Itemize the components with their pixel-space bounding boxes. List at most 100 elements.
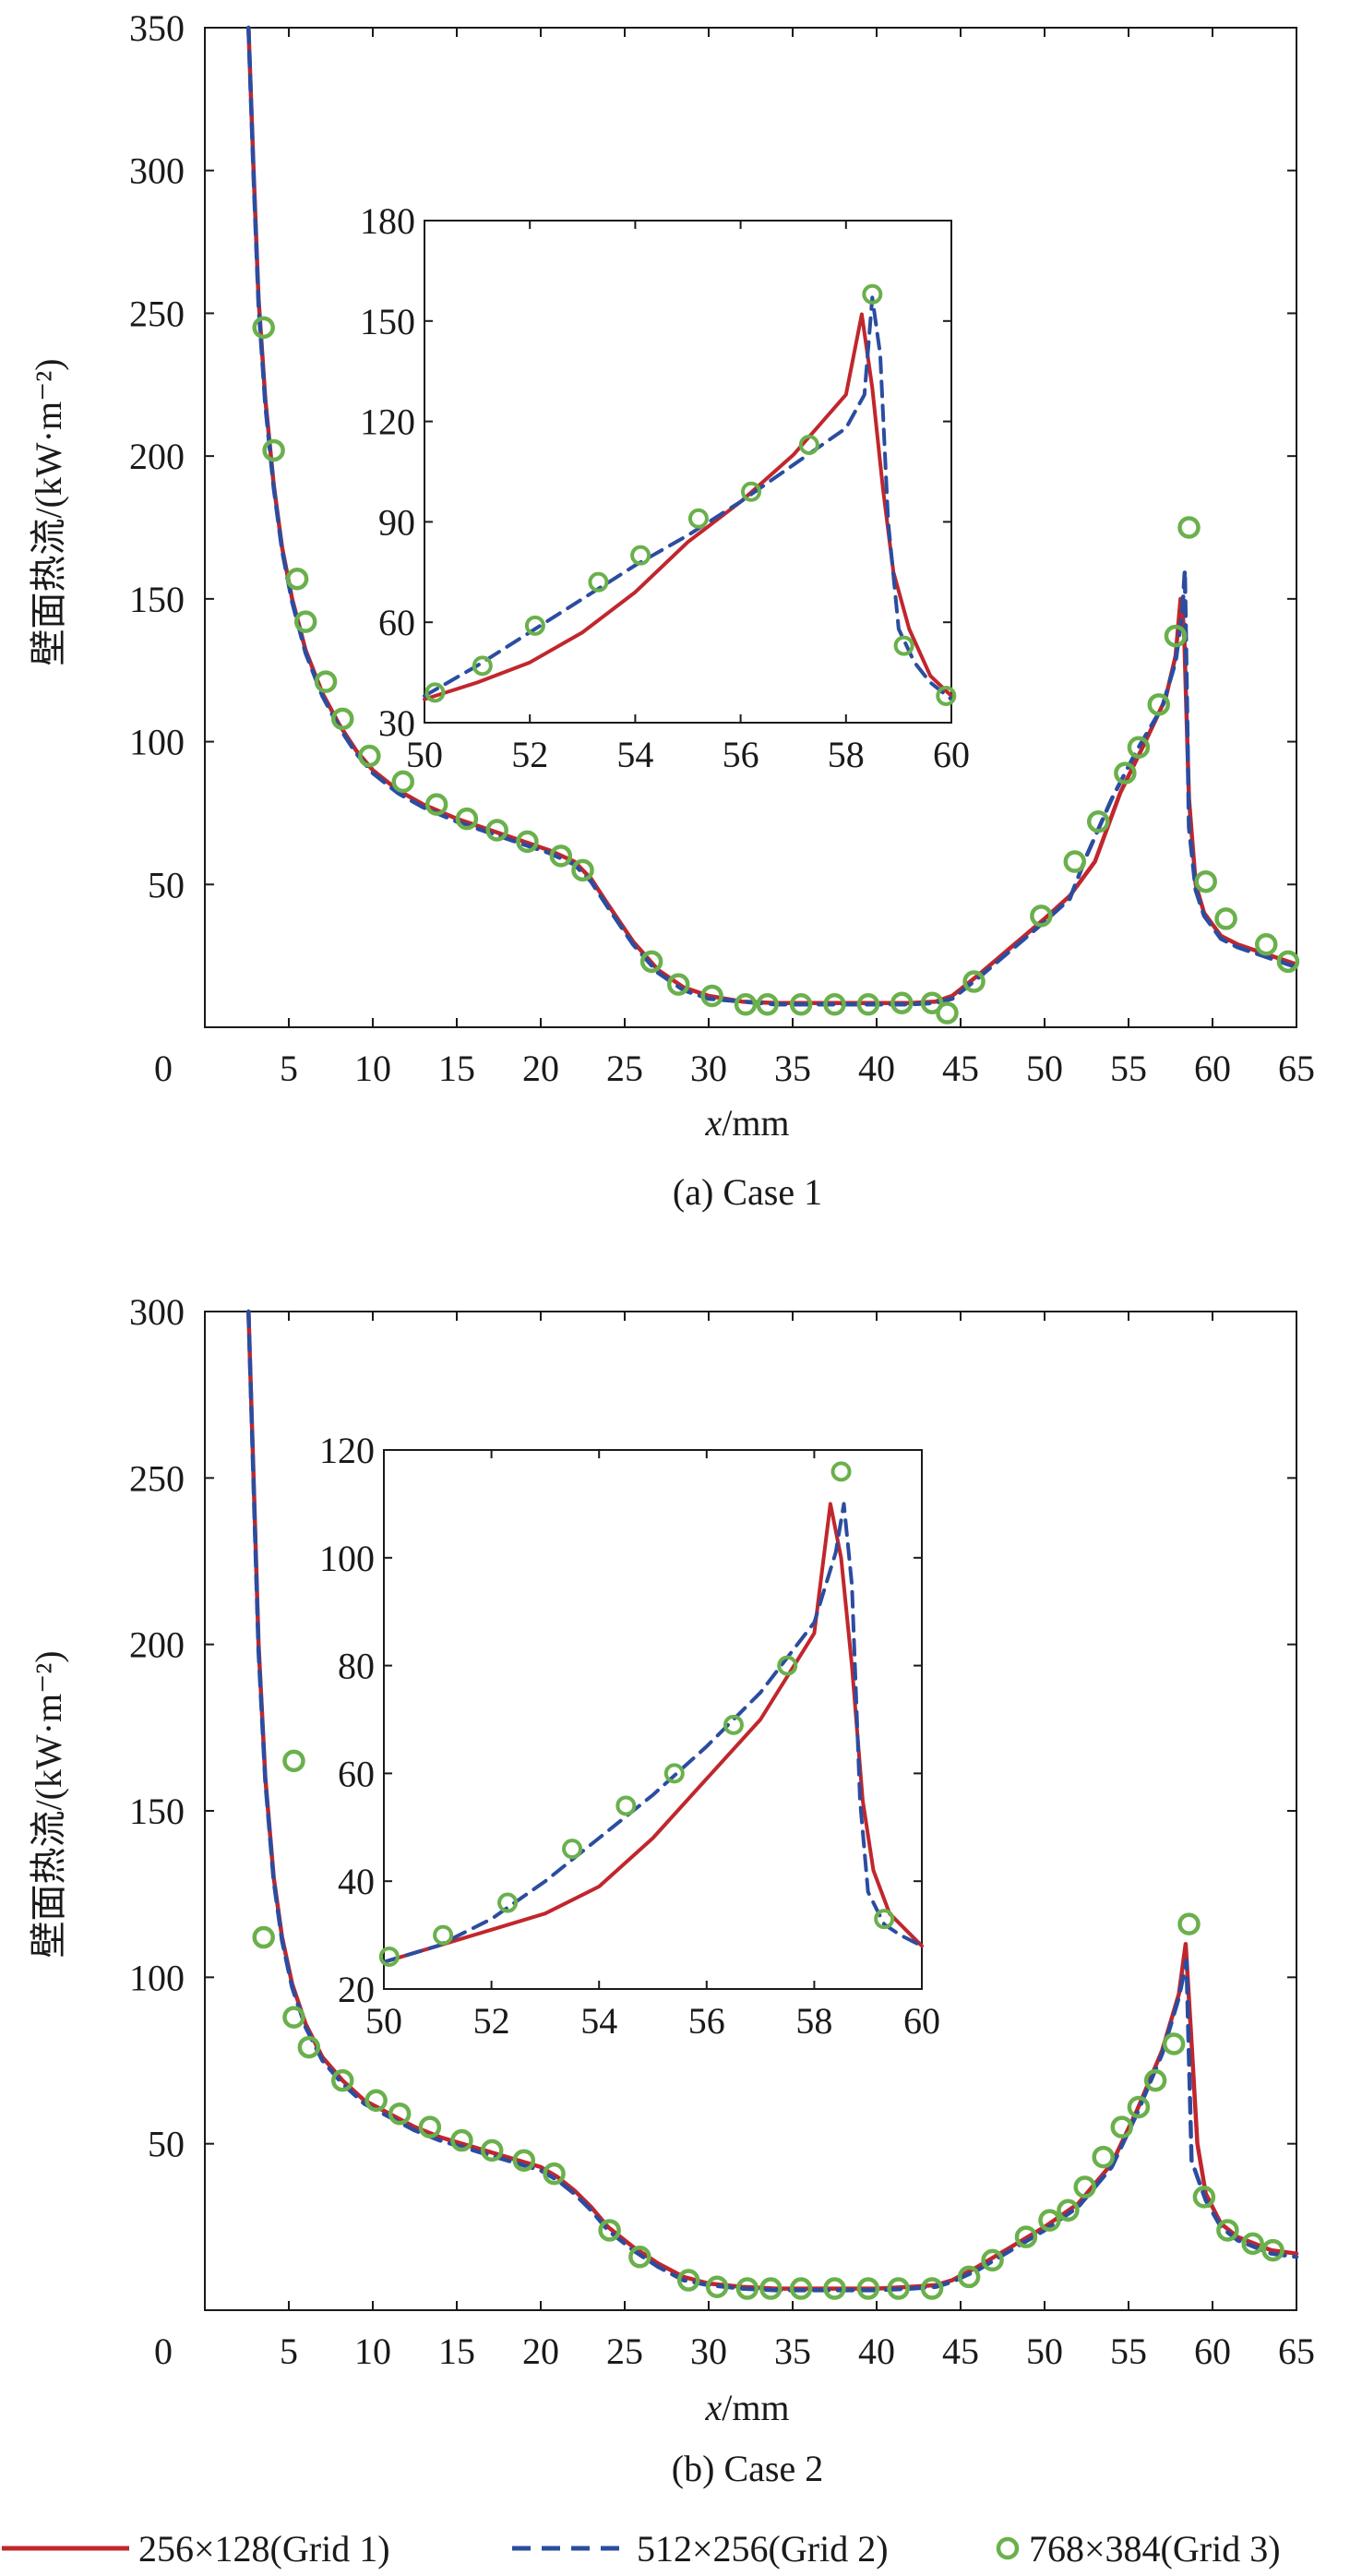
chart-case-1: 0 5 10 15 20 25 30 35 40 45 50 55 60 65 50 100 150 200 250… xyxy=(28,7,1315,1213)
inset-x-tick-label-case2: 56 xyxy=(688,2000,725,2042)
inset-x-tick-label-case2: 52 xyxy=(473,2000,510,2042)
x-tick-label-case2: 50 xyxy=(1026,2330,1063,2372)
marker-grid-3-case1 xyxy=(920,991,944,1014)
inset-frame-case2 xyxy=(383,1449,923,1990)
marker-grid-3-case2 xyxy=(705,2275,729,2299)
marker-grid-3-case2 xyxy=(856,2277,880,2300)
marker-grid-3-case1 xyxy=(639,950,663,974)
x-tick-label-case2: 20 xyxy=(522,2330,559,2372)
inset-x-tick-label-case2: 50 xyxy=(365,2000,402,2042)
inset-case-1: 50 52 54 56 58 60 30 60 90 120 150 180 xyxy=(360,200,970,775)
marker-grid-3-case2-inset xyxy=(663,1763,685,1784)
x-axis-label-case-1: x/mm xyxy=(704,1102,789,1144)
marker-grid-3-case1 xyxy=(1086,809,1110,833)
axes-frame-case1 xyxy=(204,27,1297,1028)
marker-grid-3-case1 xyxy=(700,984,723,1008)
marker-grid-3-case1 xyxy=(262,438,285,462)
inset-frame-case1 xyxy=(424,220,952,724)
marker-grid-3-case1 xyxy=(485,819,508,842)
marker-grid-3-case1 xyxy=(789,992,813,1016)
marker-grid-3-case1 xyxy=(391,770,415,794)
inset-x-tick-label-case2: 58 xyxy=(795,2000,832,2042)
marker-grid-3-case2 xyxy=(1143,2068,1167,2092)
marker-grid-3-case2 xyxy=(1177,1912,1201,1935)
marker-grid-3-case2 xyxy=(1127,2095,1151,2119)
inset-x-tick-label-case1: 56 xyxy=(723,734,759,775)
x-axis-label-var: x xyxy=(704,2387,722,2428)
marker-grid-3-case2 xyxy=(1014,2225,1038,2248)
marker-grid-3-case1 xyxy=(314,670,338,693)
x-tick-label-case2: 10 xyxy=(354,2330,391,2372)
marker-grid-3-case2 xyxy=(1057,2199,1080,2223)
marker-grid-3-case1-inset xyxy=(472,655,493,677)
marker-grid-3-case1 xyxy=(252,316,275,340)
marker-grid-3-case2 xyxy=(330,2068,354,2092)
x-axis-label-var: x xyxy=(704,1102,722,1144)
inset-y-tick-label-case1: 30 xyxy=(378,702,415,744)
x-tick-label-case2: 45 xyxy=(942,2330,979,2372)
marker-grid-3-case1 xyxy=(516,830,539,854)
marker-grid-3-case2 xyxy=(823,2277,846,2300)
y-tick-label-case1: 300 xyxy=(129,150,185,192)
legend-label-grid-1: 256×128(Grid 1) xyxy=(138,2528,390,2570)
x-axis-label-case-2: x/mm xyxy=(704,2387,789,2428)
y-tick-label-case2: 300 xyxy=(129,1291,185,1333)
x-tick-label-case1: 50 xyxy=(1026,1048,1063,1089)
inset-x-tick-label-case1: 60 xyxy=(933,734,970,775)
marker-grid-3-case1 xyxy=(1127,736,1151,760)
x-tick-label-case2: 0 xyxy=(154,2330,173,2372)
x-tick-label-case2: 60 xyxy=(1194,2330,1231,2372)
y-tick-label-case2: 50 xyxy=(148,2124,185,2165)
legend: 256×128(Grid 1) 512×256(Grid 2) 768×384(… xyxy=(2,2528,1281,2570)
marker-grid-3-case2 xyxy=(1192,2186,1216,2209)
marker-grid-3-case1-inset xyxy=(936,685,957,706)
marker-grid-3-case2-inset xyxy=(777,1655,798,1676)
marker-grid-3-case2-inset xyxy=(497,1892,519,1913)
marker-grid-3-case1-inset xyxy=(862,283,883,305)
marker-grid-3-case2 xyxy=(512,2149,536,2172)
marker-grid-3-case1 xyxy=(890,991,914,1014)
marker-grid-3-case2 xyxy=(1038,2209,1061,2232)
marker-grid-3-case2-inset xyxy=(562,1839,583,1860)
marker-grid-3-case2 xyxy=(1241,2232,1264,2256)
chart-case-2: 0 5 10 15 20 25 30 35 40 45 50 55 60 65 50 100 150 200 250… xyxy=(28,1291,1315,2489)
marker-grid-3-case1 xyxy=(549,845,573,868)
x-tick-label-case1: 0 xyxy=(154,1048,173,1089)
marker-grid-3-case2-inset xyxy=(615,1795,637,1816)
inset-x-tick-label-case2: 60 xyxy=(903,2000,940,2042)
marker-grid-3-case2 xyxy=(1073,2175,1096,2199)
marker-grid-3-case2 xyxy=(297,2035,321,2059)
marker-grid-3-case2 xyxy=(1162,2032,1186,2055)
legend-swatch-grid-3 xyxy=(996,2536,1020,2560)
marker-grid-3-case1 xyxy=(734,992,758,1016)
marker-grid-3-case2 xyxy=(1216,2219,1239,2242)
marker-grid-3-case1-inset xyxy=(741,481,762,502)
x-tick-label-case2: 40 xyxy=(858,2330,895,2372)
marker-grid-3-case2 xyxy=(282,1749,305,1773)
inset-y-tick-label-case2: 120 xyxy=(319,1430,375,1471)
y-tick-label-case1: 350 xyxy=(129,7,185,49)
marker-grid-3-case2-inset xyxy=(830,1461,852,1482)
x-axis-label-unit: /mm xyxy=(722,1102,789,1144)
x-tick-label-case1: 25 xyxy=(606,1048,643,1089)
x-tick-label-case1: 45 xyxy=(942,1048,979,1089)
x-tick-label-case2: 5 xyxy=(280,2330,298,2372)
marker-grid-3-case1 xyxy=(1214,907,1237,930)
marker-grid-3-case1-inset xyxy=(588,571,609,593)
series-line-grid-1-case1-inset xyxy=(423,312,953,701)
marker-grid-3-case1 xyxy=(293,610,317,633)
marker-grid-3-case2-inset xyxy=(433,1924,454,1946)
x-tick-label-case2: 15 xyxy=(438,2330,475,2372)
marker-grid-3-case1-inset xyxy=(687,508,709,529)
marker-grid-3-case1 xyxy=(1177,516,1201,539)
x-tick-label-case1: 30 xyxy=(690,1048,727,1089)
y-axis-label-case-2: 壁面热流/(kW·m⁻²) xyxy=(28,1650,69,1958)
marker-grid-3-case1-inset xyxy=(524,615,545,636)
marker-grid-3-case2-inset xyxy=(874,1909,895,1930)
x-tick-label-case2: 35 xyxy=(774,2330,811,2372)
marker-grid-3-case2 xyxy=(543,2162,566,2186)
marker-grid-3-case1 xyxy=(936,1001,959,1024)
x-tick-label-case1: 55 xyxy=(1110,1048,1147,1089)
x-tick-label-case1: 65 xyxy=(1278,1048,1315,1089)
marker-grid-3-case1 xyxy=(823,992,846,1016)
